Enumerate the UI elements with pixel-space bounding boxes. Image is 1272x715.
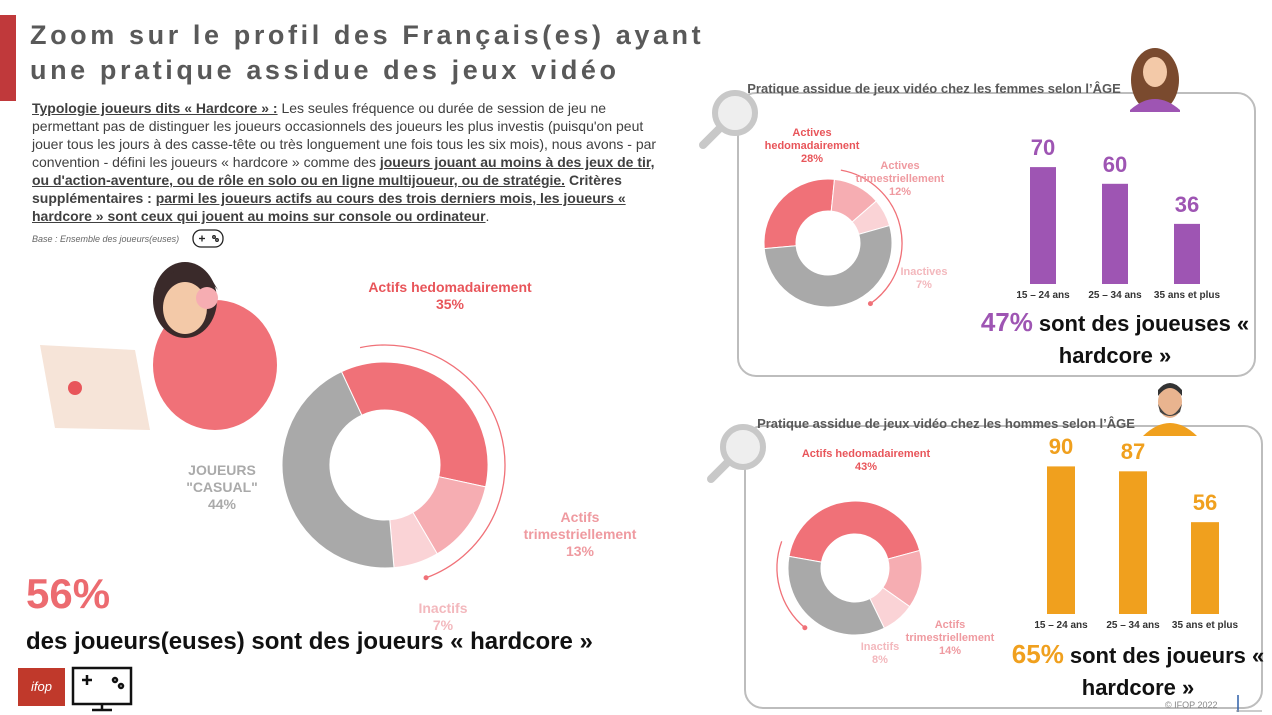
gamepad-icon — [192, 229, 224, 248]
intro-segment: joueurs jouant au moins à des jeux de ti… — [32, 154, 655, 188]
slice-value: 8% — [872, 654, 888, 667]
highlight-figure: 47% — [980, 307, 1033, 337]
slice-label: JOUEURS "CASUAL" 44% — [172, 462, 272, 512]
footer: © IFOP 2022 — [1165, 700, 1218, 710]
bar-value: 56 — [1192, 490, 1218, 516]
slice-label: Actifs hedomadairement 43% — [766, 448, 966, 474]
bar — [1119, 471, 1147, 614]
slice-value: 7% — [432, 616, 454, 633]
slice-label: Actives hedomadairement 28% — [757, 127, 867, 167]
arrow-arc — [359, 344, 506, 579]
bar-category: 15 – 24 ans — [1034, 620, 1088, 631]
bar — [1047, 466, 1075, 614]
donut-slice — [787, 555, 886, 636]
slice-category: Actives hedomadairement — [764, 127, 860, 153]
bar-value: 70 — [1030, 135, 1056, 161]
magnifier-icon — [699, 90, 758, 149]
slice-label: Actives trimestriellement 12% — [845, 160, 955, 200]
highlight-text: sont des joueuses « hardcore » — [1038, 311, 1250, 368]
donut-slice — [281, 370, 395, 569]
slice-value: 35% — [435, 295, 465, 312]
slice-category: Actifs hedomadairement — [801, 448, 931, 460]
highlight: 65% sont des joueurs « hardcore » — [1003, 638, 1272, 704]
arrow-arc — [840, 169, 903, 305]
bar-value: 60 — [1102, 151, 1128, 177]
monitor-icon — [71, 666, 133, 712]
intro-segment: Typologie joueurs dits « Hardcore » : — [32, 100, 278, 116]
arrow-head — [423, 575, 429, 581]
donut-slice — [763, 224, 893, 308]
bar — [1030, 167, 1056, 284]
slice-category: Inactifs — [860, 641, 900, 653]
intro-segment: parmi les joueurs actifs au cours des tr… — [32, 190, 626, 224]
slice-label: Inactifs 8% — [850, 641, 910, 667]
highlight-text: des joueurs(euses) sont des joueurs « ha… — [26, 628, 593, 655]
men-panel — [744, 425, 1263, 709]
slice-value: 13% — [565, 542, 595, 559]
slice-label: Actifs hedomadairement 35% — [320, 279, 580, 313]
highlight-figure: 65% — [1011, 639, 1064, 669]
slice-label: Inactifs 7% — [393, 600, 493, 634]
bar-category: 35 ans et plus — [1171, 620, 1239, 631]
bar-category: 25 – 34 ans — [1088, 290, 1142, 301]
slice-category: Actives trimestriellement — [855, 160, 945, 186]
slice-value: 7% — [916, 279, 932, 292]
arrow-head — [802, 625, 808, 631]
slice-value: 44% — [207, 495, 237, 512]
slice-category: Actifs trimestriellement — [523, 509, 637, 542]
highlight: 47% sont des joueuses « hardcore » — [980, 306, 1250, 372]
bar — [1102, 183, 1128, 284]
highlight-text: sont des joueurs « hardcore » — [1069, 643, 1265, 700]
accent-bar — [0, 15, 16, 101]
slice-value: 43% — [854, 461, 878, 474]
bar-category: 15 – 24 ans — [1016, 290, 1070, 301]
highlight-figure: 56% — [26, 570, 111, 617]
bar — [1191, 522, 1219, 614]
slice-value: 28% — [800, 153, 824, 166]
panel-title: Pratique assidue de jeux vidéo chez les … — [747, 81, 1121, 96]
slice-category: Inactives — [900, 266, 948, 278]
donut-slice — [763, 178, 836, 250]
bar — [1174, 223, 1200, 284]
intro-segment: Critères supplémentaires : — [32, 172, 622, 206]
title-line: une pratique assidue des jeux vidéo — [30, 55, 620, 85]
intro-segment: . — [485, 208, 490, 224]
panel-title: Pratique assidue de jeux vidéo chez les … — [757, 416, 1135, 431]
bar-category: 35 ans et plus — [1153, 290, 1221, 301]
slice-category: Actifs hedomadairement — [368, 279, 532, 295]
arrow-arc — [776, 541, 806, 629]
arrow-head — [867, 301, 873, 307]
bar-value: 36 — [1174, 191, 1200, 217]
donut-slice — [340, 361, 489, 488]
bar-value: 90 — [1048, 434, 1074, 460]
slice-category: Inactifs — [418, 600, 468, 616]
slice-label: Actifs trimestriellement 14% — [900, 619, 1000, 659]
intro-paragraph: Typologie joueurs dits « Hardcore » : Le… — [32, 99, 674, 225]
intro-segment: Les seules fréquence ou durée de session… — [32, 100, 657, 170]
title-line: Zoom sur le profil des Français(es) ayan… — [30, 20, 705, 50]
women-panel — [737, 92, 1256, 377]
slice-category: Actifs trimestriellement — [905, 619, 995, 645]
bar-value: 87 — [1120, 439, 1146, 465]
woman-avatar — [1130, 48, 1180, 112]
man-avatar — [1143, 383, 1197, 436]
bar-category: 25 – 34 ans — [1106, 620, 1160, 631]
slice-category: JOUEURS "CASUAL" — [186, 462, 258, 495]
base-note: Base : Ensemble des joueurs(euses) — [32, 234, 180, 244]
magnifier-icon — [707, 424, 766, 483]
slice-label: Inactives 7% — [884, 266, 964, 292]
slice-value: 12% — [888, 186, 912, 199]
logo-text: ifop — [31, 679, 52, 694]
gamer-illustration — [40, 262, 277, 430]
donut-slice — [788, 500, 921, 563]
slice-value: 14% — [938, 645, 962, 658]
logo-box — [18, 668, 65, 706]
slice-label: Actifs trimestriellement 13% — [505, 509, 655, 559]
